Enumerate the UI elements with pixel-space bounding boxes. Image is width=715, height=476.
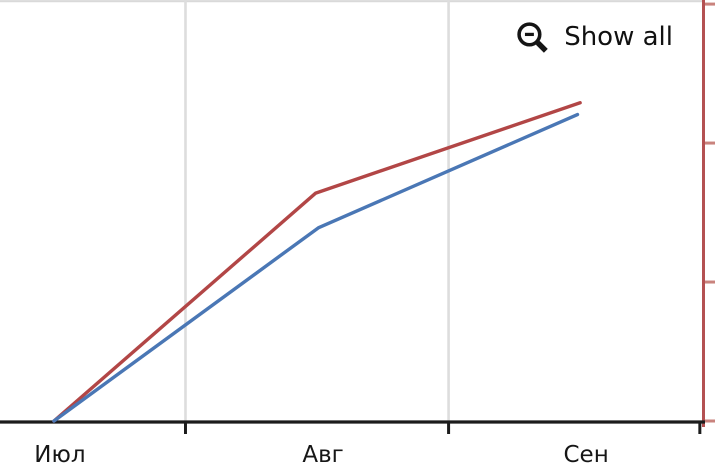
show-all-button[interactable]: Show all [510, 17, 677, 58]
series-line-red-series [52, 101, 582, 423]
x-axis-label-3: Сен [563, 442, 609, 468]
x-axis-label-1: Июл [34, 442, 86, 468]
show-all-label: Show all [564, 21, 673, 52]
series-line-blue-series [52, 112, 580, 423]
zoom-out-icon [514, 19, 551, 56]
x-axis-label-2: Авг [302, 442, 344, 468]
